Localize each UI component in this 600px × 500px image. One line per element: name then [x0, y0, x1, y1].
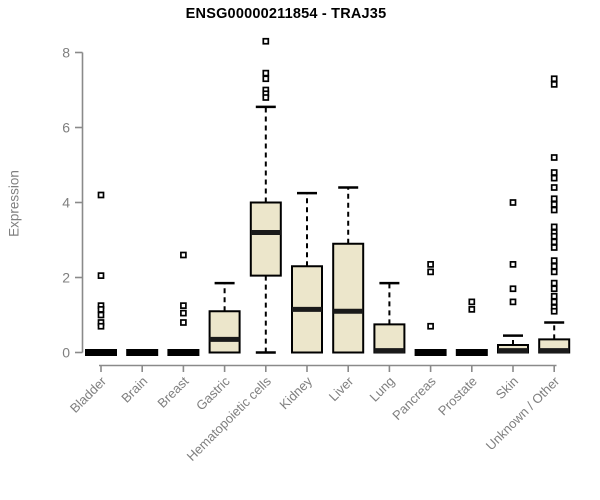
flat-box	[455, 349, 488, 356]
boxplot-bladder	[85, 191, 117, 356]
outlier-point	[262, 75, 270, 83]
outlier-point	[180, 309, 187, 317]
boxplot-pancreas	[414, 261, 447, 356]
x-tick-label: Unknown / Other	[483, 373, 563, 453]
median-line	[250, 230, 281, 235]
outlier-point	[550, 285, 558, 293]
y-tick-label: 4	[62, 195, 70, 211]
outlier-point	[427, 268, 434, 276]
outlier-point	[550, 292, 558, 300]
y-axis: 0 2 4 6 8	[62, 45, 84, 361]
outlier-point	[550, 244, 558, 251]
outlier-point	[427, 322, 434, 330]
outlier-point	[509, 199, 517, 206]
outlier-point	[509, 285, 517, 293]
outlier-point	[509, 261, 517, 268]
boxplot-gastric	[208, 281, 241, 354]
y-tick-label: 8	[62, 45, 70, 61]
box	[249, 201, 282, 277]
boxplot-skin	[497, 199, 529, 354]
outlier-point	[550, 307, 558, 315]
y-tick-label: 6	[62, 120, 70, 136]
median-line	[539, 348, 570, 354]
outlier-point	[550, 268, 558, 276]
x-tick-label: Skin	[493, 374, 521, 402]
outlier-point	[262, 69, 270, 77]
outlier-point	[550, 81, 558, 88]
outlier-point	[97, 311, 105, 319]
x-tick-label: Bladder	[67, 373, 110, 416]
median-line	[292, 306, 322, 312]
outlier-point	[468, 306, 476, 313]
x-tick-label: Gastric	[193, 373, 233, 413]
outlier-point	[550, 232, 558, 240]
boxplot-hematopoietic-cells	[249, 37, 282, 354]
outlier-point	[97, 191, 105, 199]
box	[373, 323, 406, 354]
outlier-point	[262, 94, 270, 101]
outlier-point	[97, 306, 105, 313]
x-tick-label: Prostate	[435, 374, 480, 419]
median-line	[333, 308, 364, 314]
outlier-point	[550, 154, 558, 161]
boxplot-lung	[373, 281, 406, 354]
outlier-point	[550, 184, 558, 191]
outlier-point	[550, 169, 558, 176]
outlier-point	[509, 298, 517, 306]
box	[332, 242, 365, 354]
flat-box	[126, 349, 159, 356]
boxplot-prostate	[455, 298, 488, 356]
outlier-point	[550, 238, 558, 246]
outlier-point	[550, 195, 558, 203]
x-tick-label: Brain	[118, 374, 150, 406]
box	[208, 310, 241, 354]
median-line	[374, 348, 405, 354]
outlier-point	[550, 257, 558, 264]
x-tick-label: Lung	[366, 374, 397, 405]
y-tick-label: 2	[62, 270, 70, 286]
boxplot-kidney	[291, 191, 323, 354]
flat-box	[85, 349, 117, 356]
x-tick-label: Kidney	[276, 373, 315, 412]
x-tick-label: Liver	[326, 373, 357, 404]
outlier-point	[550, 75, 558, 83]
outlier-point	[468, 298, 476, 306]
y-tick-label: 0	[62, 345, 70, 361]
outlier-point	[180, 319, 187, 326]
outlier-point	[180, 251, 187, 259]
x-tick-label: Pancreas	[389, 373, 439, 423]
outlier-point	[550, 298, 558, 306]
boxplot-unknown-other	[538, 75, 571, 354]
outlier-point	[427, 261, 434, 268]
boxplot-brain	[126, 349, 159, 356]
outlier-point	[97, 272, 105, 279]
outlier-point	[180, 302, 187, 309]
outlier-point	[550, 223, 558, 231]
median-line	[498, 348, 528, 354]
outlier-point	[97, 322, 105, 330]
flat-box	[414, 349, 447, 356]
flat-box	[167, 349, 200, 356]
boxplot-breast	[167, 251, 200, 356]
outlier-point	[262, 37, 270, 45]
boxplot-liver	[332, 186, 365, 354]
outlier-point	[550, 262, 558, 270]
outlier-point	[550, 201, 558, 208]
outlier-point	[550, 174, 558, 182]
chart-title: ENSG00000211854 - TRAJ35	[185, 6, 387, 22]
median-line	[209, 336, 240, 342]
x-tick-label: Breast	[154, 373, 191, 410]
outlier-point	[550, 279, 558, 287]
outlier-point	[550, 206, 558, 214]
